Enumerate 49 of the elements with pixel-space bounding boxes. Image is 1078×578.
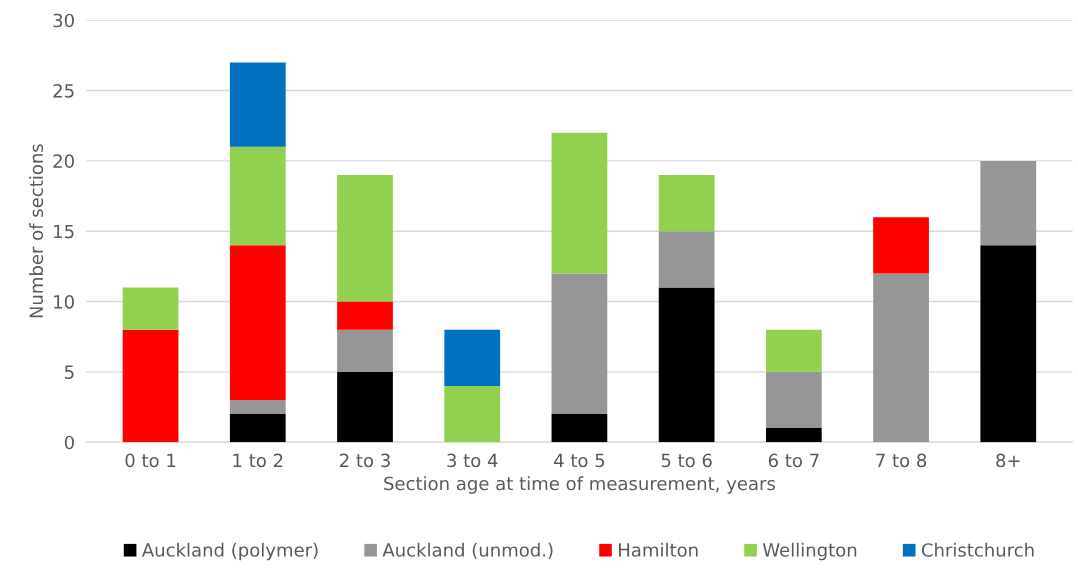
y-tick-label: 0: [64, 435, 74, 450]
y-tick-label: 25: [53, 84, 74, 98]
x-tick-label: 2 to 3: [340, 453, 390, 468]
bar: [980, 160, 1037, 246]
x-tick-label: 4 to 5: [554, 453, 605, 468]
bar: [551, 132, 608, 274]
bar: [337, 174, 393, 302]
bar: [765, 371, 822, 429]
y-tick-label: 30: [53, 13, 74, 28]
x-tick-label: 7 to 8: [876, 453, 927, 468]
bar: [337, 329, 393, 372]
x-tick-label: 1 to 2: [233, 453, 283, 468]
bar: [122, 287, 179, 330]
x-tick-label: 0 to 1: [125, 453, 176, 468]
x-tick-label: 5 to 6: [661, 453, 712, 468]
bar: [229, 146, 286, 246]
x-tick-label: 3 to 4: [447, 453, 498, 468]
bar: [229, 414, 286, 443]
bar: [980, 245, 1037, 443]
x-tick-label: 6 to 7: [768, 453, 819, 468]
y-tick-label: 20: [53, 154, 74, 168]
legend-label: Wellington: [762, 542, 857, 561]
bar: [229, 62, 286, 147]
bar: [765, 329, 822, 372]
bar: [658, 231, 715, 288]
x-axis-title: Section age at time of measurement, years: [384, 476, 775, 494]
x-tick-label: 8+: [996, 453, 1020, 468]
y-tick-label: 15: [54, 224, 74, 239]
y-tick-label: 10: [54, 294, 74, 309]
bar: [229, 399, 286, 415]
y-tick-label: 5: [65, 365, 74, 379]
bar: [873, 217, 929, 274]
bar: [122, 329, 179, 443]
bar: [551, 273, 608, 415]
legend-label: Auckland (unmod.): [382, 542, 553, 559]
bar: [551, 414, 608, 443]
bar: [337, 301, 393, 330]
bar: [765, 428, 822, 443]
bar: [229, 245, 286, 400]
bar: [444, 329, 501, 386]
legend-label: Auckland (polymer): [141, 542, 318, 561]
bar: [444, 385, 501, 443]
bar: [873, 273, 929, 443]
legend-label: Christchurch: [921, 542, 1034, 557]
y-axis-title: Number of sections: [29, 144, 44, 318]
bar: [337, 371, 393, 443]
bar: [658, 287, 715, 443]
bar: [658, 174, 715, 232]
legend-label: Hamilton: [619, 542, 698, 557]
